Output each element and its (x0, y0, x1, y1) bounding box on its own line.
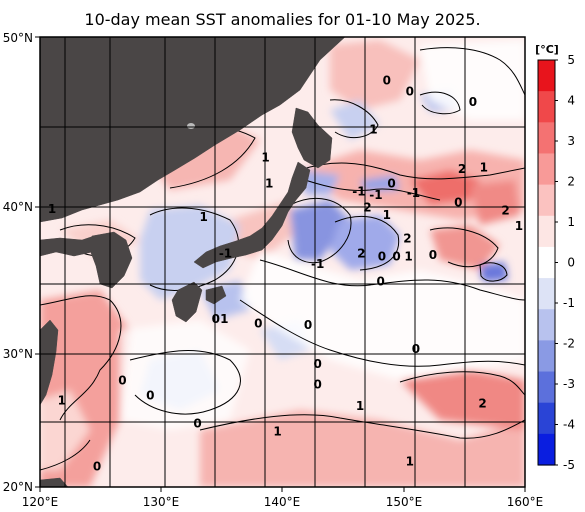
contour-label: 0 (392, 249, 400, 263)
contour-label: 0 (377, 275, 385, 289)
colorbar-block (538, 153, 555, 186)
contour-label: 0 (146, 388, 154, 402)
colorbar-blocks (538, 60, 555, 466)
contour-label: 1 (480, 161, 488, 175)
lon-tick-label: 150°E (386, 495, 423, 509)
contour-label: 0 (406, 84, 414, 98)
contour-label: 0 (314, 357, 322, 371)
lat-tick-label: 20°N (3, 480, 33, 494)
lat-tick-label: 40°N (3, 200, 33, 214)
contour-label: 0 (304, 318, 312, 332)
contour-label: 0 (314, 378, 322, 392)
colorbar-tick-label: -4 (563, 418, 575, 432)
contour-label: 0 (429, 248, 437, 262)
contour-label: 0 (412, 342, 420, 356)
contour-label: 2 (458, 162, 466, 176)
colorbar-tick-label: 5 (567, 53, 575, 67)
contour-label: 1 (48, 202, 56, 216)
colorbar-block (538, 278, 555, 310)
colorbar-block (538, 340, 555, 373)
contour-label: 1 (261, 151, 269, 165)
contour-label: 0 (387, 177, 395, 191)
contour-label: 0 (254, 317, 262, 331)
contour-label: 0 (93, 460, 101, 474)
contour-label: 1 (200, 210, 208, 224)
colorbar-block (538, 309, 555, 341)
colorbar-block (538, 371, 555, 404)
lake-khanka (187, 123, 195, 129)
contour-label: 2 (363, 200, 371, 214)
contour-label: 1 (220, 312, 228, 326)
contour-label: 0 (212, 312, 220, 326)
colorbar-tick-label: -3 (563, 377, 575, 391)
colorbar-block (538, 184, 555, 217)
contour-label: 2 (478, 396, 486, 410)
contour-label: 1 (406, 454, 414, 468)
contour-label: 1 (273, 424, 281, 438)
contour-label: 1 (383, 208, 391, 222)
contour-label: 0 (378, 249, 386, 263)
lat-tick-label: 50°N (3, 31, 33, 45)
colorbar-tick-label: 2 (567, 175, 575, 189)
lon-tick-label: 160°E (507, 495, 544, 509)
colorbar-block (538, 246, 555, 279)
contour-label: 1 (265, 177, 273, 191)
contour-label: 1 (369, 122, 377, 136)
contour-label: 0 (469, 95, 477, 109)
colorbar-block (538, 91, 555, 123)
colorbar-tick-label: -1 (563, 296, 575, 310)
colorbar-tick-label: 0 (567, 256, 575, 270)
colorbar: [°C] 5 4 3 2 1 0 -1 -2 -3 -4 -5 (535, 43, 575, 472)
colorbar-block (538, 122, 555, 155)
graticule (40, 37, 525, 487)
contour-label: 2 (357, 246, 365, 260)
anomaly-field (40, 37, 525, 487)
colorbar-block (538, 402, 555, 435)
contour-label: 1 (356, 399, 364, 413)
contour-label: -1 (352, 185, 365, 199)
contour-label: 1 (404, 249, 412, 263)
frame-ticks (35, 36, 526, 492)
colorbar-block (538, 215, 555, 248)
colorbar-tick-label: -5 (563, 458, 575, 472)
contour-label: 2 (403, 231, 411, 245)
colorbar-block (538, 60, 555, 92)
colorbar-tick-label: 4 (567, 94, 575, 108)
contour-label: 0 (454, 196, 462, 210)
contour-label: 0 (193, 416, 201, 430)
contour-label: -1 (369, 188, 382, 202)
colorbar-tick-label: -2 (563, 337, 575, 351)
colorbar-block (538, 433, 555, 466)
contour-label: 1 (58, 394, 66, 408)
contour-label: 0 (118, 373, 126, 387)
colorbar-tick-label: 3 (567, 134, 575, 148)
land (40, 37, 346, 487)
contour-label: -1 (407, 186, 420, 200)
colorbar-labels: 5 4 3 2 1 0 -1 -2 -3 -4 -5 (555, 53, 575, 472)
colorbar-tick-label: 1 (567, 215, 575, 229)
lon-tick-label: 140°E (264, 495, 301, 509)
contour-label: 0 (383, 74, 391, 88)
map-title: 10-day mean SST anomalies for 01-10 May … (84, 10, 481, 29)
contour-label: 2 (501, 204, 509, 218)
lon-tick-label: 130°E (143, 495, 180, 509)
contour-label: 1 (515, 219, 523, 233)
lat-tick-label: 30°N (3, 347, 33, 361)
lon-tick-label: 120°E (22, 495, 59, 509)
contour-label: -1 (219, 246, 232, 260)
contour-label: -1 (311, 257, 324, 271)
colorbar-unit: [°C] (535, 43, 559, 56)
